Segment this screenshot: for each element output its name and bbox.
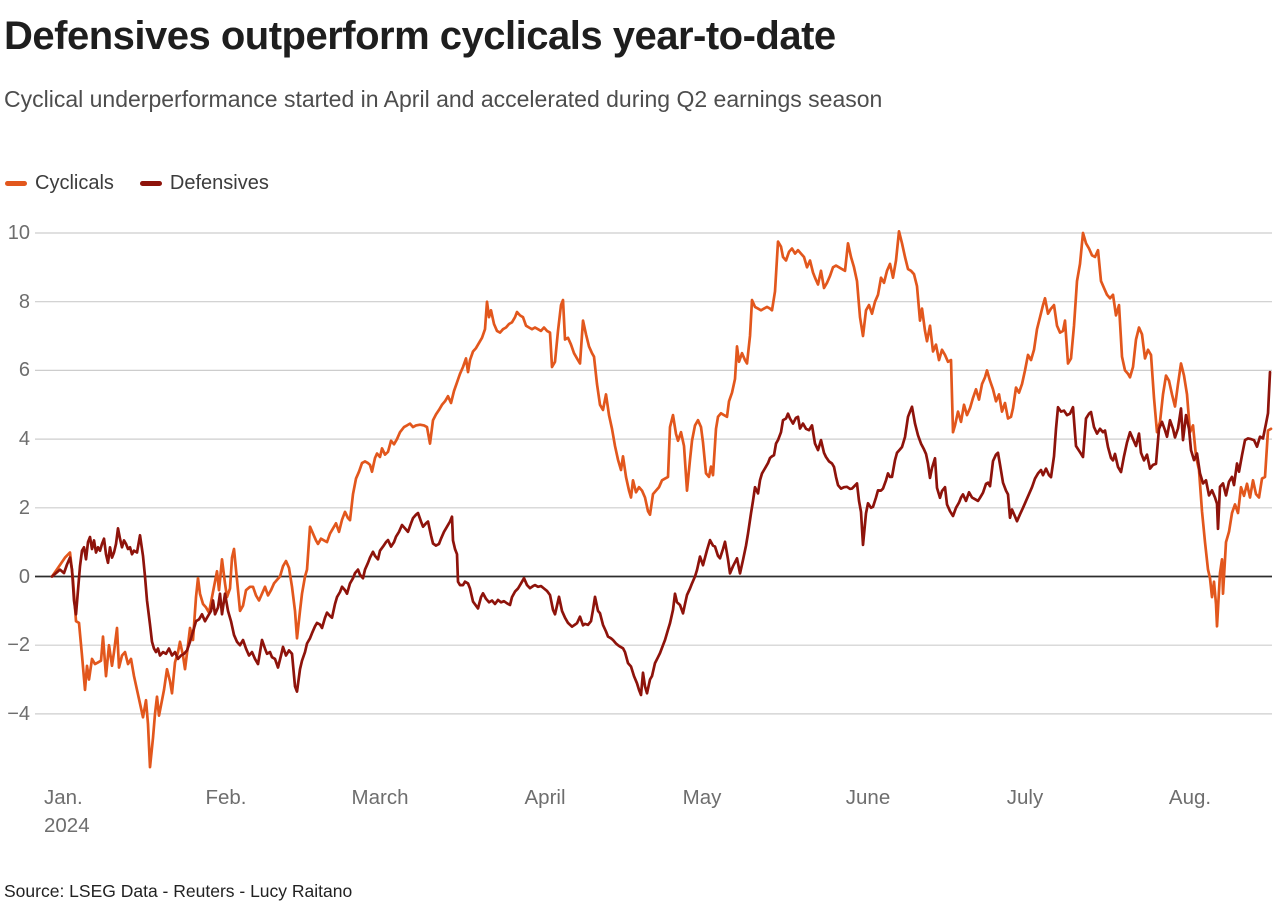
x-tick-label: April [524,786,566,809]
legend-label-defensives: Defensives [169,172,269,194]
y-tick-label: 2 [18,496,30,519]
y-tick-label: 0 [18,565,30,588]
series-line-cyclicals [50,229,1273,769]
cyclicals-line-swatch [5,181,27,186]
y-tick-label: 10 [7,222,30,244]
legend-item-defensives: Defensives [139,172,269,195]
y-tick-label: 6 [18,359,30,382]
defensives-line-swatch [139,181,162,186]
y-tick-label: −4 [7,702,30,725]
x-tick-label: Feb. [205,786,247,809]
chart-subtitle: Cyclical underperformance started in Apr… [4,86,883,112]
y-tick-label: 8 [18,290,30,313]
y-tick-label: 4 [18,428,30,451]
x-tick-label: March [351,786,409,809]
legend-label-cyclicals: Cyclicals [35,172,114,194]
series-line-defensives [50,370,1272,697]
legend-item-cyclicals: Cyclicals [5,172,114,195]
y-tick-label: −2 [7,634,30,657]
legend: Cyclicals Defensives [5,172,295,195]
x-tick-label: May [682,786,722,809]
x-tick-label: Aug. [1168,786,1212,809]
source-note: Source: LSEG Data - Reuters - Lucy Raita… [4,881,353,901]
x-tick-label: July [1006,786,1044,809]
chart-title: Defensives outperform cyclicals year-to-… [4,14,836,58]
x-tick-label: June [845,786,891,809]
x-tick-label: Jan. 2024 [44,786,90,837]
